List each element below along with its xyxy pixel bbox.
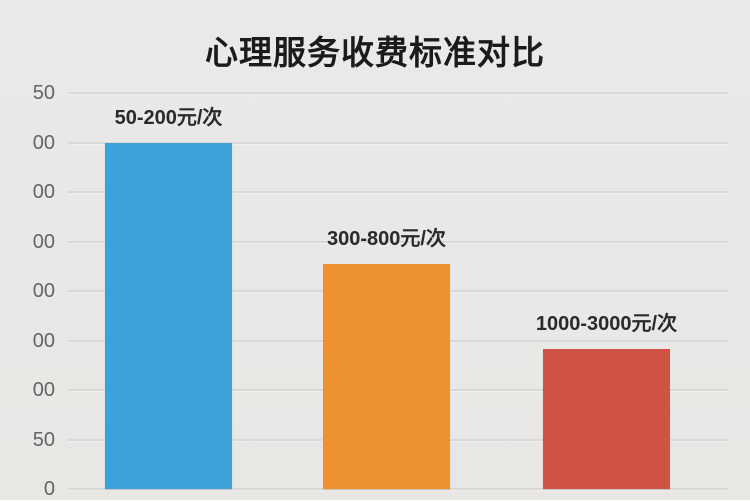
chart-title: 心理服务收费标准对比 [205, 34, 545, 71]
y-tick-label: 50 [32, 82, 55, 104]
y-gridline [68, 488, 728, 491]
y-tick-label: 00 [32, 131, 55, 154]
bar-value-label-3: 1000-3000元/次 [535, 313, 678, 336]
bar-value-label-1: 50-200元/次 [114, 106, 223, 129]
bar-2 [323, 264, 450, 489]
y-tick-label: 00 [32, 181, 55, 203]
bar-1 [105, 142, 232, 489]
y-tick-label: 00 [32, 230, 55, 253]
y-tick-label: 00 [32, 280, 55, 302]
y-tick-label: 00 [32, 379, 55, 401]
y-gridline [68, 141, 728, 145]
y-gridline [68, 240, 728, 244]
y-tick-label: 50 [32, 428, 55, 451]
bar-3 [543, 349, 670, 489]
bar-value-label-2: 300-800元/次 [327, 228, 446, 251]
y-tick-label: 00 [32, 329, 55, 352]
y-gridline [68, 191, 728, 194]
y-tick-label: 0 [43, 478, 55, 500]
y-gridline [68, 92, 728, 95]
